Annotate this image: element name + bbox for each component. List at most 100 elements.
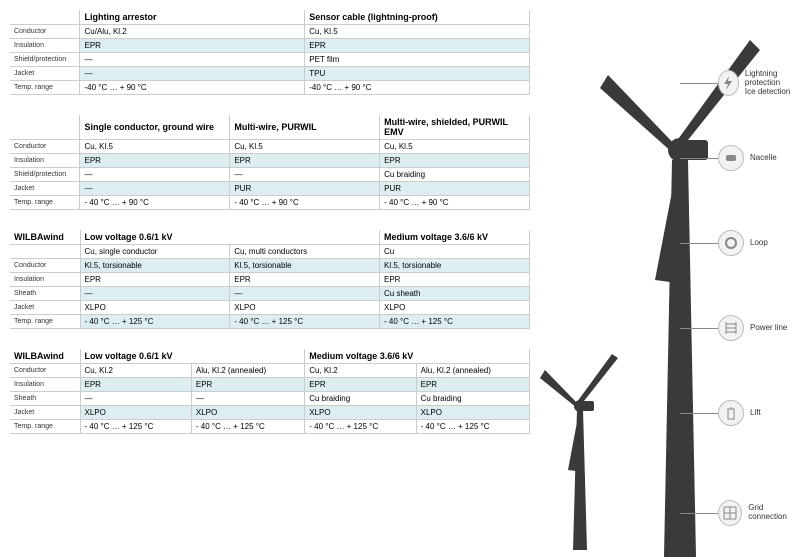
powerline-icon [718, 315, 744, 341]
table-row: Sheath——Cu sheath [10, 287, 530, 301]
table-cell: PUR [380, 182, 530, 196]
row-label: Insulation [10, 154, 80, 168]
table-cell: - 40 °C … + 90 °C [230, 196, 380, 210]
table-cell: XLPO [80, 406, 191, 420]
row-label: Insulation [10, 378, 80, 392]
callout-grid: Grid connection [718, 500, 800, 526]
table-cell: Cu braiding [305, 392, 416, 406]
table-cell: EPR [380, 154, 530, 168]
table-row: ConductorCu/Alu, Kl.2Cu, Kl.5 [10, 25, 530, 39]
table-cell: Cu, Kl.5 [305, 25, 530, 39]
row-label: Jacket [10, 406, 80, 420]
callout-label: Lift [750, 409, 761, 418]
table-cell: - 40 °C … + 90 °C [380, 196, 530, 210]
corner-empty [10, 115, 80, 140]
table-row: JacketXLPOXLPOXLPOXLPO [10, 406, 530, 420]
table-cell: TPU [305, 67, 530, 81]
table-cell: Alu, Kl.2 (annealed) [191, 364, 304, 378]
table-cell: EPR [80, 39, 305, 53]
callout-powerline: Power line [718, 315, 787, 341]
row-label: Sheath [10, 392, 80, 406]
table-cell: Cu braiding [380, 168, 530, 182]
row-label: Conductor [10, 364, 80, 378]
col-header: Low voltage 0.6/1 kV [80, 230, 380, 245]
table-cell: XLPO [191, 406, 304, 420]
nacelle-icon [718, 145, 744, 171]
table-cell: Cu, Kl.5 [380, 140, 530, 154]
table-cell: Cu, Kl.2 [305, 364, 416, 378]
table-cell: EPR [305, 378, 416, 392]
leader-line [680, 243, 720, 244]
table-cell: Kl.5, torsionable [80, 259, 230, 273]
table-cell: -40 °C … + 90 °C [305, 81, 530, 95]
table-cell: — [80, 287, 230, 301]
lift-icon [718, 400, 744, 426]
table-cell: XLPO [230, 301, 380, 315]
table-cell: XLPO [80, 301, 230, 315]
table-cell: - 40 °C … + 125 °C [230, 315, 380, 329]
table-cell: Cu braiding [416, 392, 529, 406]
table-cell: — [80, 168, 230, 182]
table-cell: — [80, 67, 305, 81]
row-label: Shield/protection [10, 53, 80, 67]
table-cell: - 40 °C … + 125 °C [416, 420, 529, 434]
row-label: Jacket [10, 182, 80, 196]
callout-label: Grid connection [748, 504, 800, 522]
table-row: Shield/protection——Cu braiding [10, 168, 530, 182]
table-row: ConductorCu, Kl.5Cu, Kl.5Cu, Kl.5 [10, 140, 530, 154]
callout-lift: Lift [718, 400, 761, 426]
row-label: Shield/protection [10, 168, 80, 182]
table-cell: Cu, multi conductors [230, 245, 380, 259]
table-cell: EPR [416, 378, 529, 392]
table-cell: XLPO [416, 406, 529, 420]
table-row: InsulationEPREPREPREPR [10, 378, 530, 392]
table-row: Sheath——Cu braidingCu braiding [10, 392, 530, 406]
leader-line [680, 513, 720, 514]
col-header: Single conductor, ground wire [80, 115, 230, 140]
table-cell: Cu, Kl.5 [80, 140, 230, 154]
row-label: Temp. range [10, 81, 80, 95]
table-cell: — [230, 168, 380, 182]
table-cell: Cu, Kl.2 [80, 364, 191, 378]
table-cell: — [191, 392, 304, 406]
leader-line [680, 413, 720, 414]
row-label: Sheath [10, 287, 80, 301]
table-cell: -40 °C … + 90 °C [80, 81, 305, 95]
table-cell: EPR [380, 273, 530, 287]
table-cell: - 40 °C … + 125 °C [80, 420, 191, 434]
table-cell: XLPO [380, 301, 530, 315]
table-cell: Cu, Kl.5 [230, 140, 380, 154]
table-cell: EPR [80, 154, 230, 168]
table-cell: — [80, 53, 305, 67]
callout-loop: Loop [718, 230, 768, 256]
table-wilbawind-2: WILBAwind Low voltage 0.6/1 kV Medium vo… [10, 349, 530, 434]
row-label: Conductor [10, 25, 80, 39]
wind-turbine-small-icon [540, 350, 620, 550]
table-row: ConductorCu, Kl.2Alu, Kl.2 (annealed)Cu,… [10, 364, 530, 378]
table-cell: XLPO [305, 406, 416, 420]
row-label: Temp. range [10, 196, 80, 210]
table-cell: - 40 °C … + 125 °C [191, 420, 304, 434]
row-label: Temp. range [10, 315, 80, 329]
infographic-pane: Lightning protection Ice detection Nacell… [550, 0, 800, 537]
table-row: Jacket—PURPUR [10, 182, 530, 196]
callout-nacelle: Nacelle [718, 145, 777, 171]
leader-line [680, 83, 720, 84]
table-cell: Cu [380, 245, 530, 259]
table-cell: - 40 °C … + 125 °C [80, 315, 230, 329]
table-cell: EPR [80, 273, 230, 287]
table-cell: - 40 °C … + 125 °C [380, 315, 530, 329]
table-cell: Cu/Alu, Kl.2 [80, 25, 305, 39]
col-header: Multi-wire, PURWIL [230, 115, 380, 140]
table-row: InsulationEPREPREPR [10, 154, 530, 168]
table-cell: EPR [80, 378, 191, 392]
leader-line [680, 158, 720, 159]
callout-label: Lightning protection Ice detection [745, 70, 800, 96]
tables-area: Lighting arrestor Sensor cable (lightnin… [10, 10, 550, 454]
table-wilbawind-1: WILBAwind Low voltage 0.6/1 kV Medium vo… [10, 230, 530, 329]
row-label: Jacket [10, 67, 80, 81]
row-label: Conductor [10, 140, 80, 154]
table-cell: — [80, 182, 230, 196]
table-cell: — [230, 287, 380, 301]
table-title: WILBAwind [10, 349, 80, 364]
